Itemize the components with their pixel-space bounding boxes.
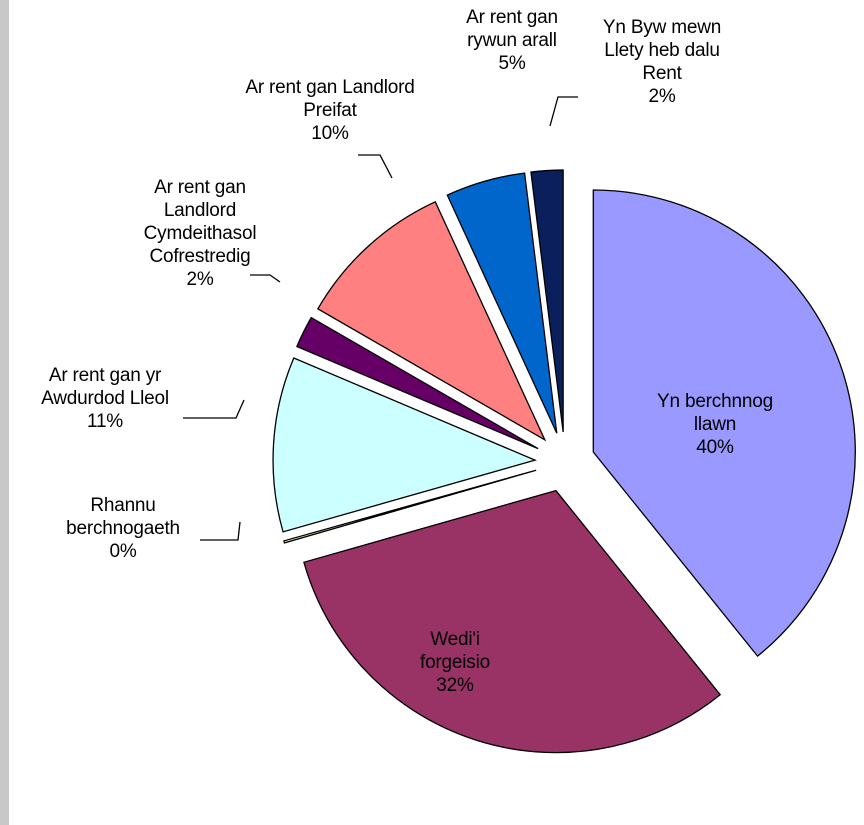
pie-slice — [446, 172, 558, 434]
category-name: Rhannu berchnogaeth — [66, 495, 180, 539]
slice-label: Rhannu berchnogaeth 0% — [43, 494, 203, 563]
pie-slice — [592, 189, 856, 658]
slice-label: Ar rent gan yr Awdurdod Lleol 11% — [13, 364, 198, 433]
slice-label: Wedi'i forgeisio 32% — [400, 628, 510, 697]
category-name: Ar rent gan rywun arall — [466, 7, 558, 51]
value-label: 0% — [109, 541, 137, 562]
slice-label: Ar rent gan Landlord Preifat 10% — [235, 76, 425, 145]
pie-slice — [530, 169, 564, 433]
slices — [272, 169, 856, 754]
left-border — [0, 0, 9, 825]
value-label: 2% — [648, 86, 676, 107]
pie-slice — [272, 357, 538, 533]
leader-line — [250, 274, 281, 283]
category-name: Ar rent gan yr Awdurdod Lleol — [41, 365, 169, 409]
slice-label: Yn Byw mewn Llety heb dalu Rent 2% — [590, 16, 735, 108]
pie-slice — [296, 316, 539, 450]
category-name: Ar rent gan Landlord Cymdeithasol Cofres… — [143, 177, 257, 267]
category-name: Yn Byw mewn Llety heb dalu Rent — [602, 17, 722, 84]
value-label: 10% — [311, 123, 349, 144]
pie-slice — [303, 489, 722, 754]
value-label: 2% — [186, 269, 214, 290]
slice-label: Ar rent gan rywun arall 5% — [447, 6, 577, 75]
leader-line — [183, 399, 245, 419]
category-name: Yn berchnnog llawn — [657, 391, 773, 435]
category-name: Ar rent gan Landlord Preifat — [245, 77, 415, 121]
value-label: 40% — [696, 437, 734, 458]
category-name: Wedi'i forgeisio — [419, 629, 491, 673]
leader-line — [200, 521, 241, 541]
value-label: 5% — [498, 53, 526, 74]
leader-line — [549, 96, 578, 127]
pie-slice — [317, 200, 547, 442]
value-label: 11% — [86, 411, 124, 432]
pie-slice — [283, 469, 537, 544]
slice-label: Yn berchnnog llawn 40% — [645, 390, 785, 459]
leader-line — [358, 154, 393, 179]
value-label: 32% — [436, 675, 474, 696]
slice-label: Ar rent gan Landlord Cymdeithasol Cofres… — [125, 176, 275, 291]
